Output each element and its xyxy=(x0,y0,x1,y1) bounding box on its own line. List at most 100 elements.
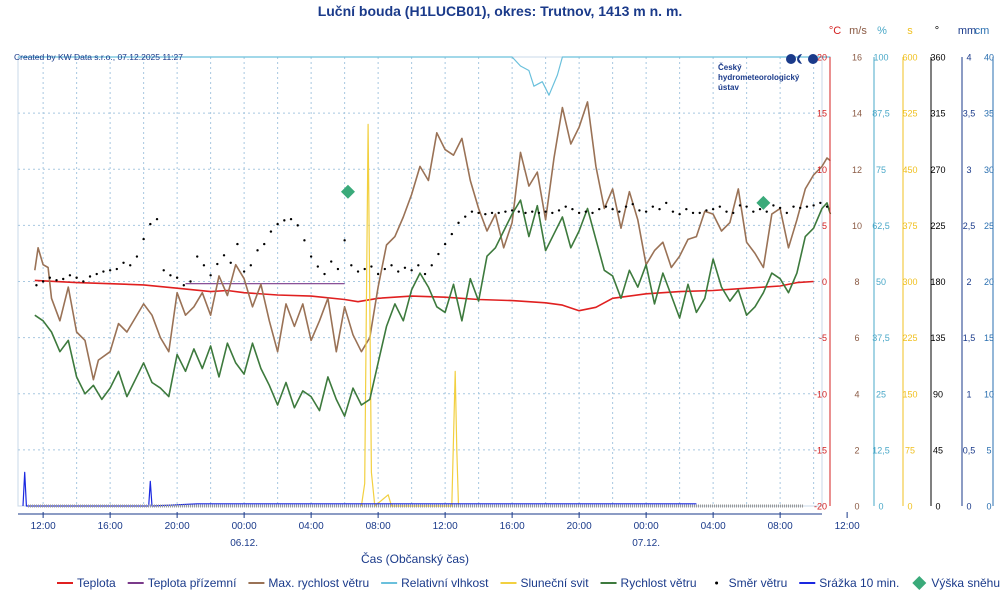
wind-direction-point xyxy=(732,211,735,215)
wind-direction-point xyxy=(671,210,675,213)
wind-direction-point xyxy=(464,215,467,218)
axis-tick-label: 50 xyxy=(876,277,886,287)
wind-direction-point xyxy=(48,276,52,279)
wind-direction-point xyxy=(397,270,400,273)
wind-direction-point xyxy=(584,210,588,213)
wind-direction-point xyxy=(443,242,447,246)
wind-direction-point xyxy=(276,222,279,226)
wind-direction-point xyxy=(289,217,293,221)
wind-direction-point xyxy=(82,280,85,283)
axis-tick-label: 12 xyxy=(852,165,862,175)
axis-tick-label: 600 xyxy=(902,53,917,63)
axis-tick-label: 25 xyxy=(876,389,886,399)
wind-direction-point xyxy=(62,277,65,281)
axis-tick-label: 40 xyxy=(984,53,994,63)
axis-tick-label: 10 xyxy=(817,165,827,175)
axis-tick-label: 35 xyxy=(984,109,994,119)
wind-direction-point xyxy=(309,255,313,258)
axis-tick-label: 225 xyxy=(902,333,917,343)
axis-tick-label: 525 xyxy=(902,109,917,119)
axis-tick-label: -5 xyxy=(819,333,827,343)
wind-direction-point xyxy=(283,219,286,222)
x-tick-label: 20:00 xyxy=(165,521,190,532)
x-tick-label: 00:00 xyxy=(634,521,659,532)
wind-direction-point xyxy=(691,211,695,215)
wind-direction-point xyxy=(68,274,72,277)
wind-direction-point xyxy=(95,272,98,276)
wind-direction-point xyxy=(524,211,527,215)
chart-title: Luční bouda (H1LUCB01), okres: Trutnov, … xyxy=(318,3,683,19)
wind-direction-point xyxy=(504,210,507,213)
wind-direction-point xyxy=(55,279,58,282)
wind-direction-point xyxy=(108,269,112,272)
wind-direction-point xyxy=(618,210,621,213)
legend-label: Směr větru xyxy=(729,576,788,590)
axis-tick-label: 0 xyxy=(935,502,940,512)
axis-tick-label: 315 xyxy=(930,109,945,119)
x-tick-label: 20:00 xyxy=(567,521,592,532)
snow-depth-point xyxy=(756,195,771,210)
legend-label: Výška sněhu xyxy=(931,576,1000,590)
wind-direction-point xyxy=(799,206,802,210)
x-tick-label: 04:00 xyxy=(701,521,726,532)
axis-tick-label: 8 xyxy=(854,277,859,287)
wind-direction-point xyxy=(430,264,433,267)
x-tick-label: 12:00 xyxy=(835,521,860,532)
axis-tick-label: 2 xyxy=(966,277,971,287)
wind-direction-point xyxy=(330,260,333,263)
wind-direction-point xyxy=(484,212,487,216)
wind-direction-point xyxy=(169,274,172,277)
axis-tick-label: 1 xyxy=(966,389,971,399)
wind-direction-point xyxy=(604,205,608,208)
wind-direction-point xyxy=(470,210,474,213)
axis-tick-label: 2 xyxy=(854,445,859,455)
wind-direction-point xyxy=(685,207,688,211)
wind-direction-point xyxy=(477,211,480,215)
wind-direction-point xyxy=(403,266,407,269)
axis-unit-label: cm xyxy=(975,25,990,37)
wind-direction-point xyxy=(303,239,306,242)
wind-direction-point xyxy=(557,209,561,212)
wind-direction-point xyxy=(142,237,145,241)
wind-direction-point xyxy=(229,261,232,264)
axis-tick-label: 20 xyxy=(817,53,827,63)
x-tick-label: 16:00 xyxy=(500,521,525,532)
legend-label: Teplota přízemní xyxy=(148,576,237,590)
wind-direction-point xyxy=(129,264,132,267)
axis-tick-label: 5 xyxy=(822,221,827,231)
logo-text-line: hydrometeorologický xyxy=(718,73,800,82)
date-label: 06.12. xyxy=(230,538,258,549)
axes-layer: °C m/s% s ° mmcm20151050-5-10-15-20161412108… xyxy=(18,25,994,549)
wind-direction-point xyxy=(155,217,159,221)
wind-direction-point xyxy=(343,239,346,242)
logo-dot-icon xyxy=(808,54,818,64)
axis-tick-label: 0 xyxy=(878,502,883,512)
wind-direction-point xyxy=(196,255,199,258)
wind-direction-point xyxy=(216,262,219,266)
wind-direction-point xyxy=(236,242,239,246)
wind-direction-point xyxy=(115,267,119,271)
wind-direction-point xyxy=(122,261,125,264)
wind-direction-point xyxy=(182,284,186,287)
wind-direction-point xyxy=(202,264,206,267)
chmi-logo: Český hydrometeorologický ústav xyxy=(718,54,818,92)
axis-tick-label: 3 xyxy=(966,165,971,175)
wind-direction-point xyxy=(457,221,460,225)
axis-tick-label: 5 xyxy=(986,445,991,455)
series-line-Rychlost větru xyxy=(34,199,832,417)
x-tick-label: 00:00 xyxy=(232,521,257,532)
legend-label: Teplota xyxy=(77,576,116,590)
wind-direction-point xyxy=(738,204,742,207)
wind-direction-point xyxy=(35,284,38,287)
logo-text-line: ústav xyxy=(718,83,739,92)
wind-direction-point xyxy=(256,249,259,252)
wind-direction-point xyxy=(658,207,661,211)
axis-unit-label: mm xyxy=(958,25,976,37)
axis-tick-label: 3,5 xyxy=(963,109,976,119)
axis-tick-label: 6 xyxy=(854,333,859,343)
axis-tick-label: 10 xyxy=(984,389,994,399)
axis-tick-label: 360 xyxy=(930,53,945,63)
wind-direction-point xyxy=(644,210,648,213)
wind-direction-point xyxy=(611,207,614,211)
